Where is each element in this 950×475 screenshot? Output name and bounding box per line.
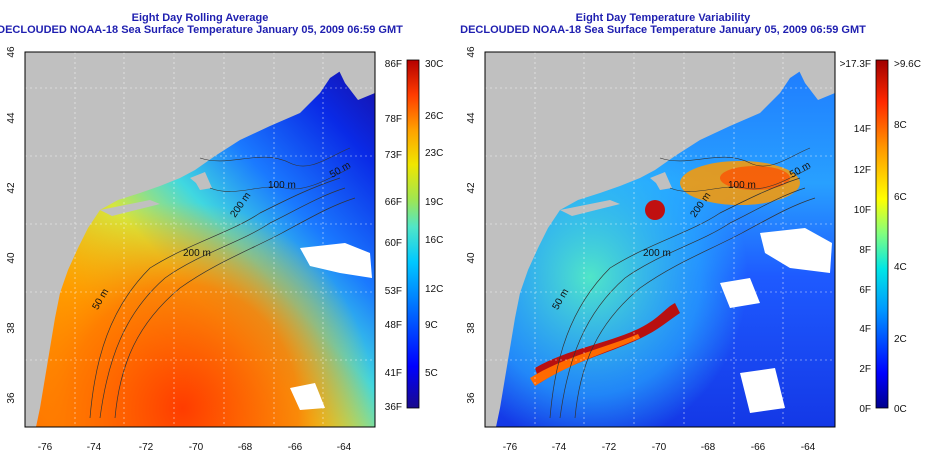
right-cb-c-label: 2C (894, 334, 907, 345)
left-y-tick: 40 (6, 252, 17, 264)
right-y-tick: 38 (466, 322, 477, 334)
right-y-tick: 46 (466, 46, 477, 58)
right-panel-subtitle: DECLOUDED NOAA-18 Sea Surface Temperatur… (460, 24, 866, 36)
left-colorbar-f-labels: 86F 78F 73F 66F 60F 53F 48F 41F 36F (385, 59, 402, 413)
right-colorbar-f-labels: >17.3F 14F 12F 10F 8F 6F 4F 2F 0F (840, 59, 871, 415)
right-contour-label: 100 m (728, 180, 756, 191)
left-cb-c-label: 19C (425, 197, 443, 208)
left-panel-subtitle: DECLOUDED NOAA-18 Sea Surface Temperatur… (0, 24, 403, 36)
right-cloud-patch (720, 278, 760, 308)
left-x-tick: -74 (87, 442, 102, 453)
left-y-ticks: 36 38 40 42 44 46 (6, 46, 17, 404)
left-x-tick: -68 (238, 442, 253, 453)
right-colorbar-c-labels: >9.6C 8C 6C 4C 2C 0C (894, 59, 921, 415)
left-cb-f-label: 66F (385, 197, 402, 208)
right-nova-scotia (790, 52, 835, 100)
right-cb-f-label: 14F (854, 124, 871, 135)
left-cb-f-label: 60F (385, 238, 402, 249)
left-y-tick: 46 (6, 46, 17, 58)
right-y-tick: 40 (466, 252, 477, 264)
right-x-tick: -66 (751, 442, 766, 453)
right-y-tick: 42 (466, 182, 477, 194)
right-land-mass (485, 52, 820, 427)
right-cb-c-label: 4C (894, 262, 907, 273)
right-cb-f-label: 6F (859, 285, 871, 296)
right-y-tick: 36 (466, 392, 477, 404)
left-cb-c-label: 30C (425, 59, 443, 70)
left-x-ticks: -76 -74 -72 -70 -68 -66 -64 (38, 442, 352, 453)
right-cb-c-label: >9.6C (894, 59, 921, 70)
right-cb-c-label: 0C (894, 404, 907, 415)
left-cb-f-label: 36F (385, 402, 402, 413)
right-cb-f-label: 12F (854, 165, 871, 176)
left-cb-c-label: 16C (425, 235, 443, 246)
left-contour-label: 100 m (268, 180, 296, 191)
left-cb-c-label: 9C (425, 320, 438, 331)
right-cape-cod (650, 172, 672, 190)
right-x-tick: -64 (801, 442, 816, 453)
right-x-tick: -68 (701, 442, 716, 453)
left-x-tick: -72 (139, 442, 154, 453)
left-cloud-patch (290, 383, 325, 410)
left-cape-cod (190, 172, 212, 190)
left-long-island (100, 200, 160, 216)
left-y-tick: 38 (6, 322, 17, 334)
right-x-tick: -76 (503, 442, 518, 453)
right-map-frame (484, 51, 836, 428)
left-cloud-patch (300, 243, 372, 278)
left-x-tick: -66 (288, 442, 303, 453)
right-cb-f-label: 0F (859, 404, 871, 415)
right-cb-c-label: 8C (894, 120, 907, 131)
left-land-mass (25, 52, 360, 427)
left-colorbar-c-labels: 30C 26C 23C 19C 16C 12C 9C 5C (425, 59, 443, 379)
right-x-ticks: -76 -74 -72 -70 -68 -66 -64 (503, 442, 816, 453)
left-cb-f-label: 73F (385, 150, 402, 161)
right-colorbar-bar (875, 59, 889, 409)
left-colorbar: 86F 78F 73F 66F 60F 53F 48F 41F 36F 30C … (385, 59, 444, 413)
left-cb-c-label: 26C (425, 111, 443, 122)
left-colorbar-bar (406, 59, 420, 409)
left-cb-c-label: 12C (425, 284, 443, 295)
left-y-tick: 44 (6, 112, 17, 124)
left-contour-label: 200 m (183, 248, 211, 259)
right-cloud-patch (740, 368, 785, 413)
right-y-tick: 44 (466, 112, 477, 124)
left-cb-f-label: 48F (385, 320, 402, 331)
left-x-tick: -64 (337, 442, 352, 453)
right-colorbar: >17.3F 14F 12F 10F 8F 6F 4F 2F 0F >9.6C … (840, 59, 921, 415)
left-x-tick: -70 (189, 442, 204, 453)
right-panel-title: Eight Day Temperature Variability (575, 12, 751, 24)
right-x-tick: -70 (652, 442, 667, 453)
left-cb-c-label: 23C (425, 148, 443, 159)
right-cloud-patch (760, 228, 832, 273)
right-cb-f-label: 2F (859, 364, 871, 375)
right-long-island (560, 200, 620, 216)
left-nova-scotia (330, 52, 375, 100)
right-cb-f-label: >17.3F (840, 59, 871, 70)
left-panel-title: Eight Day Rolling Average (131, 12, 269, 24)
left-y-tick: 42 (6, 182, 17, 194)
left-cb-f-label: 53F (385, 286, 402, 297)
left-cb-c-label: 5C (425, 368, 438, 379)
right-cb-f-label: 4F (859, 324, 871, 335)
left-cb-f-label: 41F (385, 368, 402, 379)
left-y-tick: 36 (6, 392, 17, 404)
left-map-frame (24, 51, 376, 428)
right-cb-c-label: 6C (894, 192, 907, 203)
right-cb-f-label: 8F (859, 245, 871, 256)
right-y-ticks: 36 38 40 42 44 46 (466, 46, 477, 404)
right-x-tick: -72 (602, 442, 617, 453)
left-cb-f-label: 86F (385, 59, 402, 70)
left-cb-f-label: 78F (385, 114, 402, 125)
right-x-tick: -74 (552, 442, 567, 453)
right-map: 200 m 50 m 200 m 100 m 50 m 36 38 40 42 … (466, 46, 836, 453)
right-cb-f-label: 10F (854, 205, 871, 216)
left-map: 200 m 50 m 200 m 100 m 50 m 36 38 40 42 … (6, 46, 376, 453)
left-x-tick: -76 (38, 442, 53, 453)
right-contour-label: 200 m (643, 248, 671, 259)
